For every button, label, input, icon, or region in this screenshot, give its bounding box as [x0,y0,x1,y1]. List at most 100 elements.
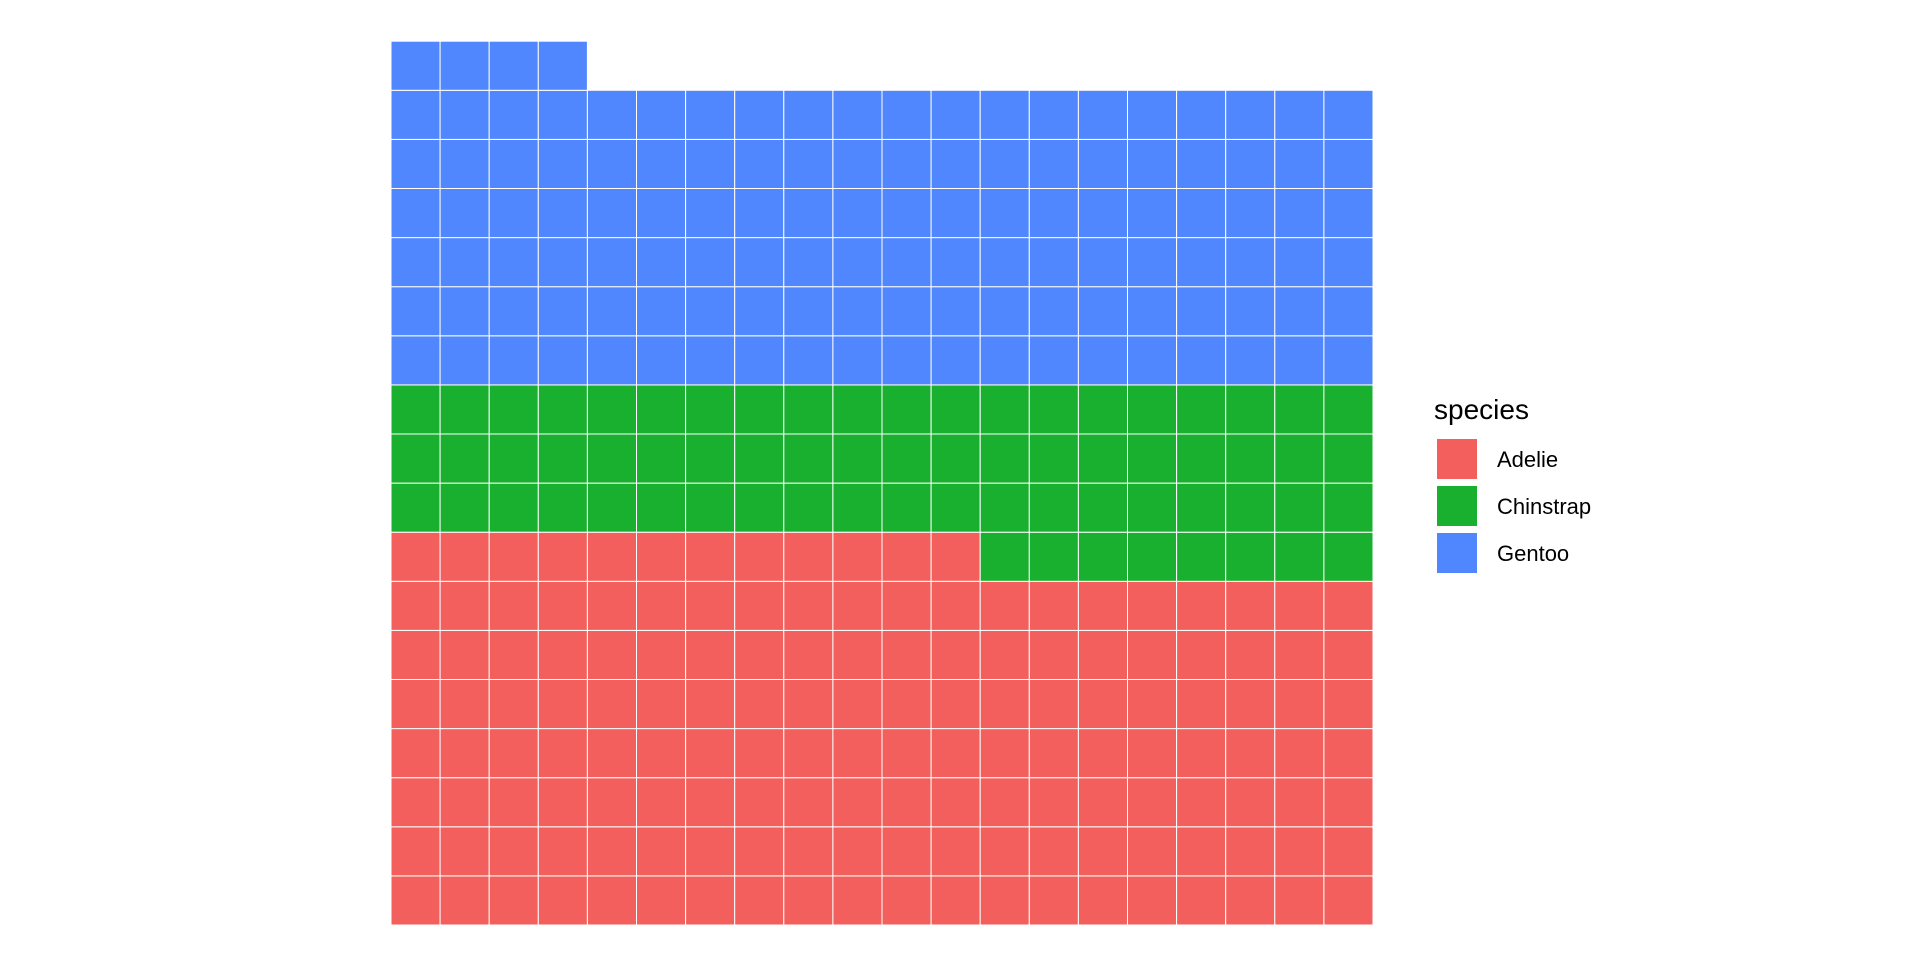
waffle-cell-adelie [1225,580,1276,631]
waffle-cell-gentoo [636,286,687,337]
waffle-cell-adelie [1225,629,1276,681]
waffle-cell-adelie [636,531,687,582]
waffle-cell-gentoo [1225,237,1276,288]
waffle-cell-adelie [881,728,932,779]
waffle-cell-adelie [586,875,638,926]
waffle-cell-adelie [636,629,687,681]
waffle-cell-chinstrap [979,531,1030,582]
waffle-cell-adelie [930,728,981,779]
waffle-cell-adelie [1225,728,1276,779]
waffle-cell-chinstrap [586,433,638,484]
waffle-cell-chinstrap [1274,384,1325,435]
waffle-cell-gentoo [832,335,883,386]
waffle-cell-gentoo [1274,237,1325,288]
waffle-cell-gentoo [979,138,1030,189]
waffle-cell-adelie [1028,679,1079,730]
waffle-cell-adelie [488,679,539,730]
waffle-cell-chinstrap [1176,384,1227,435]
waffle-cell-adelie [881,679,932,730]
waffle-cell-adelie [390,728,441,779]
waffle-cell-gentoo [1225,286,1276,337]
waffle-cell-adelie [586,777,638,828]
waffle-cell-adelie [1127,629,1178,681]
waffle-cell-adelie [488,875,539,926]
waffle-cell-gentoo [881,237,932,288]
waffle-cell-adelie [832,531,883,582]
waffle-cell-gentoo [1176,237,1227,288]
waffle-cell-adelie [537,679,588,730]
waffle-cell-adelie [734,777,785,828]
waffle-cell-chinstrap [1028,482,1079,533]
waffle-cell-adelie [586,580,638,631]
waffle-cell-gentoo [537,335,588,386]
waffle-cell-chinstrap [881,384,932,435]
waffle-cell-chinstrap [930,433,981,484]
waffle-cell-chinstrap [832,433,883,484]
waffle-cell-chinstrap [979,482,1030,533]
waffle-cell-chinstrap [537,482,588,533]
waffle-cell-gentoo [1127,188,1178,239]
waffle-cell-adelie [930,580,981,631]
waffle-cell-gentoo [734,335,785,386]
waffle-cell-adelie [783,679,834,730]
waffle-cell-gentoo [1323,237,1374,288]
waffle-cell-adelie [439,580,490,631]
waffle-cell-gentoo [1028,335,1079,386]
waffle-cell-chinstrap [1028,384,1079,435]
waffle-cell-gentoo [537,188,588,239]
waffle-cell-adelie [783,580,834,631]
waffle-cell-adelie [734,629,785,681]
waffle-cell-gentoo [1028,89,1079,140]
waffle-cell-adelie [1077,629,1129,681]
waffle-cell-gentoo [537,40,588,91]
waffle-cell-adelie [1127,679,1178,730]
waffle-cell-chinstrap [881,482,932,533]
waffle-cell-adelie [685,826,736,877]
waffle-cell-adelie [537,580,588,631]
waffle-cell-gentoo [734,188,785,239]
waffle-cell-adelie [1077,875,1129,926]
waffle-cell-adelie [1323,580,1374,631]
waffle-cell-gentoo [1127,89,1178,140]
waffle-cell-chinstrap [1127,531,1178,582]
waffle-cell-gentoo [439,335,490,386]
waffle-cell-gentoo [1323,138,1374,189]
waffle-cell-adelie [1274,580,1325,631]
waffle-cell-gentoo [1274,188,1325,239]
waffle-cell-adelie [685,875,736,926]
waffle-cell-adelie [636,580,687,631]
waffle-cell-adelie [390,777,441,828]
waffle-cell-adelie [1176,777,1227,828]
waffle-cell-gentoo [685,237,736,288]
waffle-cell-chinstrap [586,482,638,533]
waffle-cell-chinstrap [1274,482,1325,533]
waffle-cell-adelie [586,679,638,730]
waffle-cell-chinstrap [1274,433,1325,484]
waffle-cell-chinstrap [488,433,539,484]
waffle-cell-chinstrap [537,433,588,484]
waffle-cell-adelie [439,777,490,828]
waffle-cell-gentoo [1127,286,1178,337]
waffle-cell-gentoo [1323,188,1374,239]
waffle-cell-adelie [881,875,932,926]
legend-swatch-chinstrap [1437,486,1477,526]
waffle-cell-chinstrap [1028,433,1079,484]
legend-items: Adelie Chinstrap Gentoo [1437,439,1591,573]
waffle-cell-gentoo [832,188,883,239]
waffle-cell-adelie [685,679,736,730]
waffle-cell-gentoo [1225,335,1276,386]
waffle-cell-gentoo [439,237,490,288]
waffle-cell-chinstrap [685,433,736,484]
legend-item-chinstrap: Chinstrap [1437,486,1591,526]
waffle-cell-adelie [1176,728,1227,779]
waffle-cell-adelie [979,875,1030,926]
waffle-cell-adelie [636,728,687,779]
waffle-cell-gentoo [1077,237,1129,288]
waffle-cell-chinstrap [1127,433,1178,484]
waffle-cell-gentoo [390,40,441,91]
waffle-cell-adelie [1127,875,1178,926]
waffle-cell-chinstrap [636,482,687,533]
waffle-cell-chinstrap [1323,482,1374,533]
waffle-cell-chinstrap [439,384,490,435]
